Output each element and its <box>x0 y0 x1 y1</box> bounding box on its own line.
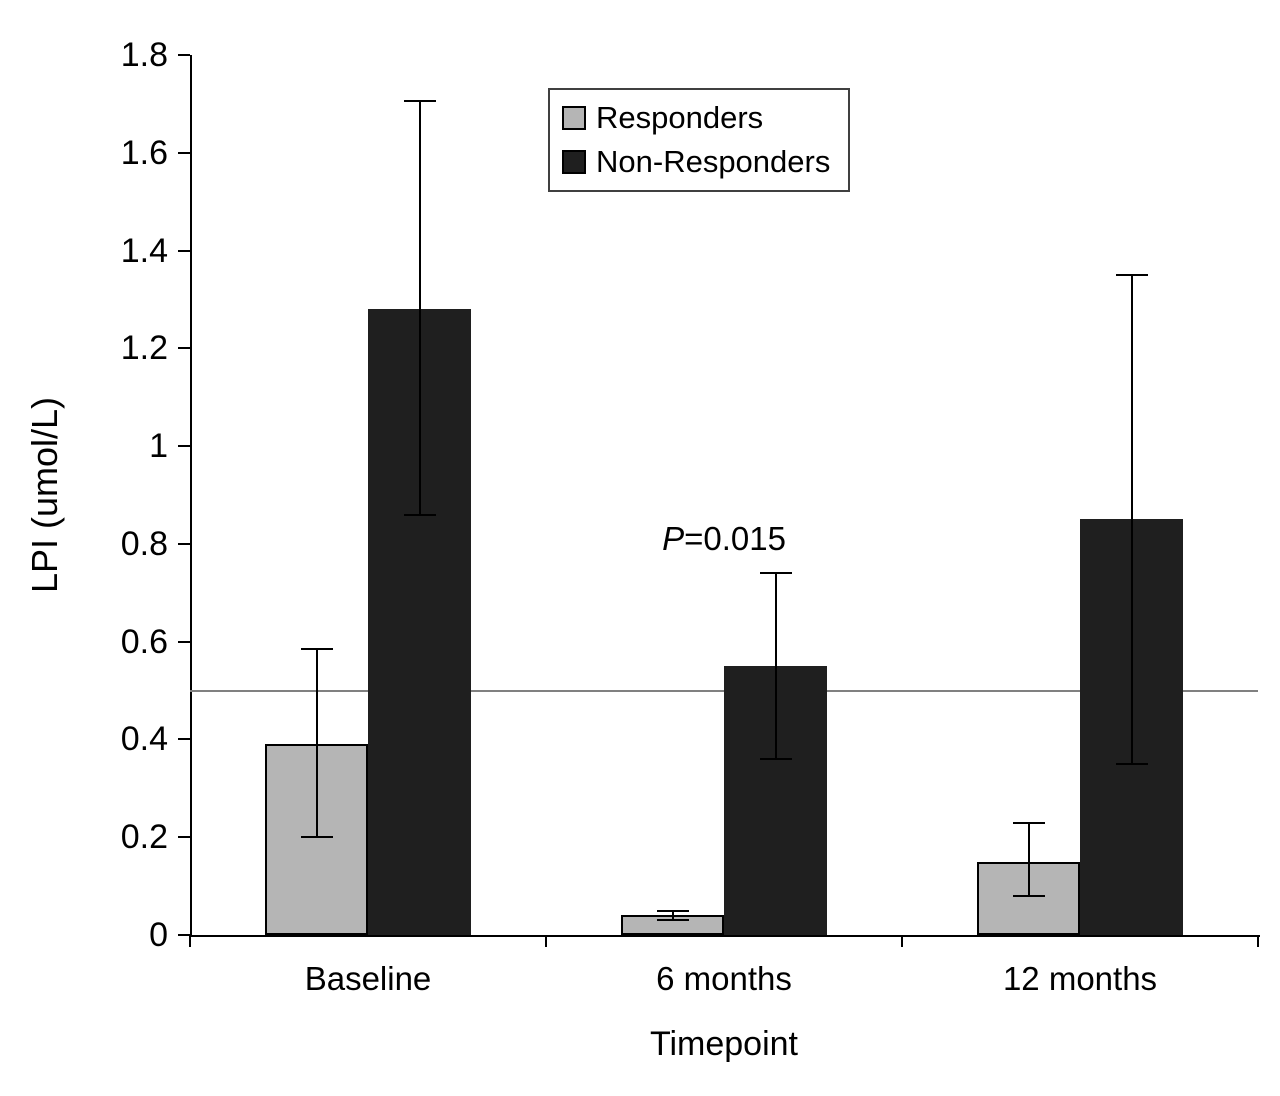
y-tick-mark <box>178 347 190 350</box>
y-tick-label: 1.8 <box>120 36 168 74</box>
y-tick-mark <box>178 738 190 741</box>
p-value-annotation: P=0.015 <box>662 520 786 558</box>
error-bar-line <box>1130 275 1133 764</box>
y-tick-label: 0.8 <box>120 524 168 563</box>
x-category-label: 6 months <box>656 960 792 997</box>
legend-swatch-icon <box>562 150 586 174</box>
error-bar-cap <box>656 909 689 912</box>
y-tick-mark <box>178 640 190 643</box>
y-tick-mark <box>178 542 190 545</box>
error-bar-cap <box>759 758 792 760</box>
y-tick-label: 1.6 <box>120 133 168 172</box>
error-bar-cap <box>403 100 436 103</box>
x-tick-mark <box>901 935 903 947</box>
error-bar-cap <box>300 836 333 839</box>
error-bar-line <box>774 573 777 759</box>
y-tick-mark <box>178 54 190 56</box>
y-tick-label: 1.2 <box>120 329 168 368</box>
p-value-symbol: P <box>662 520 685 557</box>
plot-area <box>190 55 1260 937</box>
error-bar-line <box>1027 822 1030 896</box>
y-tick-mark <box>178 836 190 839</box>
legend: Responders Non-Responders <box>548 88 851 192</box>
y-tick-label: 0 <box>149 916 168 954</box>
x-category-label: Baseline <box>304 960 432 997</box>
error-bar-cap <box>403 513 436 516</box>
y-tick-mark <box>178 249 190 252</box>
legend-label: Non-Responders <box>596 144 831 179</box>
legend-entry: Responders <box>562 100 830 136</box>
error-bar-cap <box>656 919 689 922</box>
y-tick-label: 1 <box>149 427 168 466</box>
y-tick-label: 1.4 <box>120 231 168 270</box>
legend-swatch-icon <box>562 106 586 130</box>
x-tick-mark <box>189 935 191 947</box>
error-bar-line <box>315 649 318 838</box>
x-tick-mark <box>545 935 547 947</box>
error-bar-cap <box>1115 274 1148 276</box>
p-value-text: =0.015 <box>684 520 786 557</box>
error-bar-line <box>418 101 421 515</box>
y-tick-label: 0.4 <box>120 720 168 759</box>
y-tick-label: 0.6 <box>120 622 168 661</box>
error-bar-cap <box>1012 894 1045 897</box>
error-bar-cap <box>300 648 333 650</box>
x-tick-mark <box>1257 935 1259 947</box>
error-bar-cap <box>1012 821 1045 824</box>
error-bar-line <box>671 910 674 921</box>
error-bar-cap <box>1115 762 1148 765</box>
y-tick-label: 0.2 <box>120 818 168 857</box>
y-tick-mark <box>178 445 190 448</box>
x-category-label: 12 months <box>1002 960 1158 997</box>
y-tick-mark <box>178 934 190 936</box>
y-tick-mark <box>178 151 190 154</box>
legend-entry: Non-Responders <box>562 144 830 180</box>
x-axis-title: Timepoint <box>649 1025 799 1063</box>
legend-label: Responders <box>596 100 764 135</box>
error-bar-cap <box>759 572 792 575</box>
